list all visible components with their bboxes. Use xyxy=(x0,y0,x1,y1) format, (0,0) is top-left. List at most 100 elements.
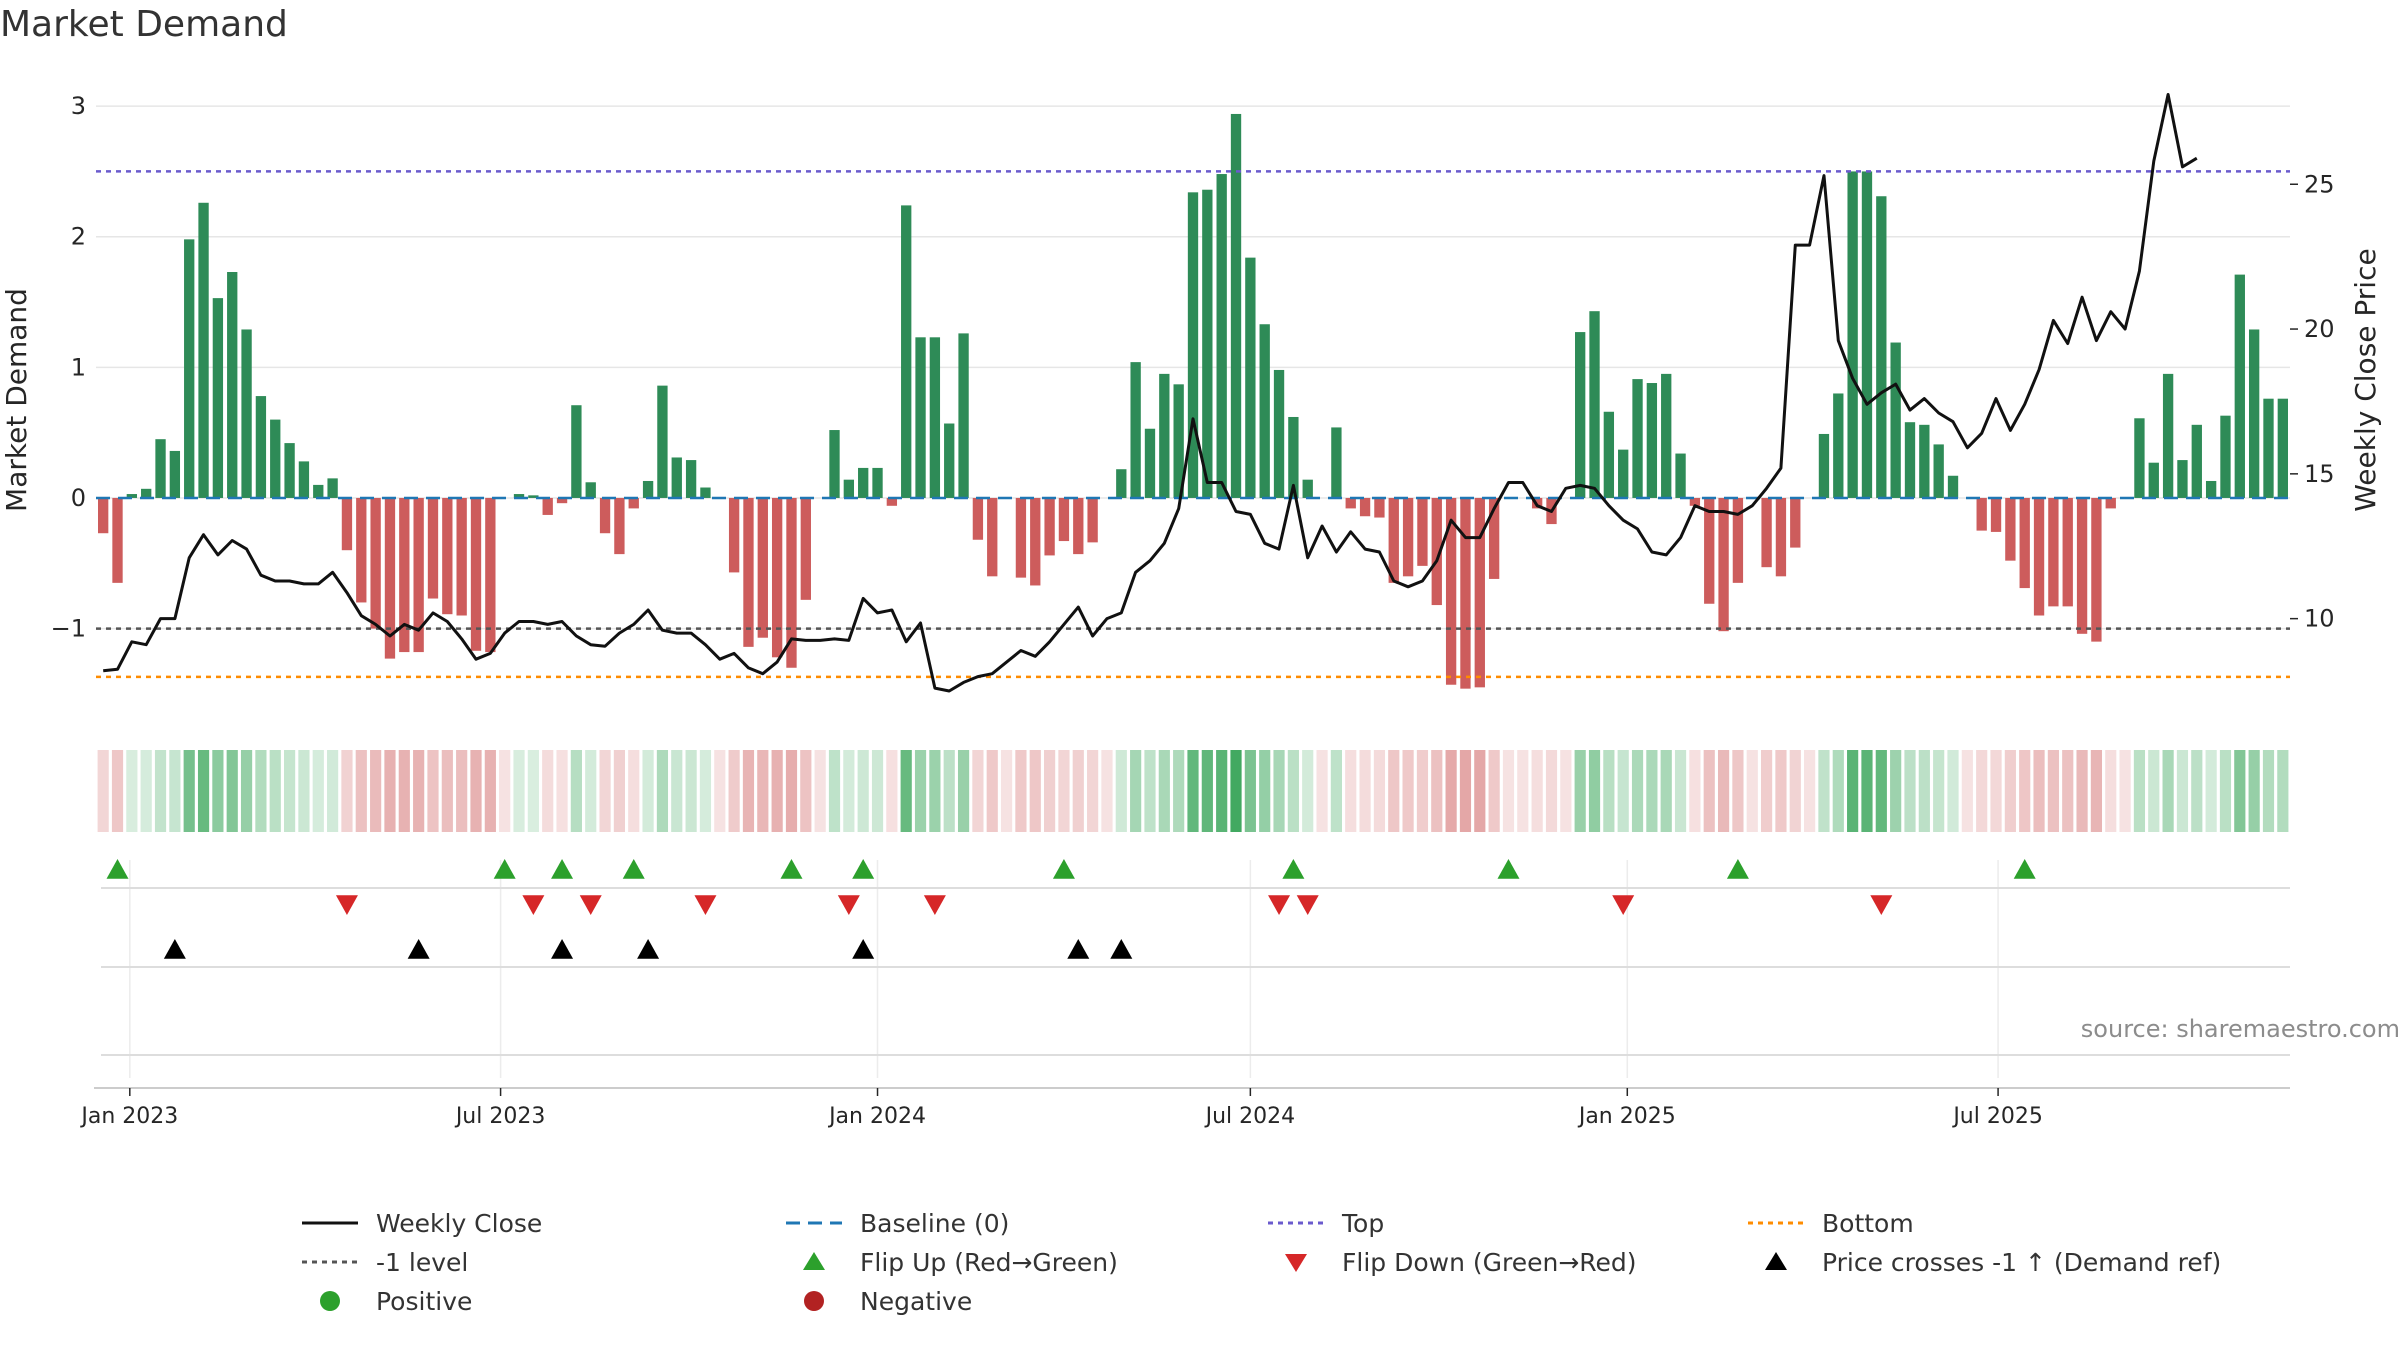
y-tick-label: 0 xyxy=(71,484,86,512)
demand-bar xyxy=(958,333,969,498)
demand-bar xyxy=(1073,497,1084,555)
demand-bar xyxy=(2076,497,2088,634)
heat-cell xyxy=(413,750,425,832)
flip-up-marker xyxy=(106,859,129,879)
demand-bar xyxy=(1345,497,1356,509)
heat-cell xyxy=(2277,750,2289,832)
flip-up-marker xyxy=(852,859,875,879)
heat-cell xyxy=(2004,750,2016,832)
demand-bar xyxy=(628,497,639,509)
demand-bar xyxy=(1904,422,1916,498)
legend-label: Negative xyxy=(860,1286,973,1316)
demand-bar xyxy=(1761,497,1772,568)
demand-bar xyxy=(2134,418,2145,498)
source-label: source: sharemaestro.com xyxy=(2080,1015,2400,1043)
demand-bar xyxy=(1833,393,1844,498)
heat-cell xyxy=(972,750,984,832)
demand-bar xyxy=(255,396,267,498)
x-tick-label: Jul 2024 xyxy=(1204,1104,1296,1129)
demand-bar xyxy=(1202,189,1213,498)
legend-symbol xyxy=(784,1247,844,1277)
demand-bar xyxy=(298,461,310,498)
legend-symbol xyxy=(300,1286,360,1316)
legend-item: Weekly Close xyxy=(300,1208,542,1238)
heat-cell xyxy=(2019,750,2031,832)
flip-up-marker xyxy=(551,859,574,879)
heat-cell xyxy=(599,750,611,832)
heat-cell xyxy=(355,750,367,832)
heat-cell xyxy=(212,750,224,832)
flip-down-marker xyxy=(1870,895,1893,915)
demand-bar xyxy=(2048,497,2059,607)
y2-axis-label: Weekly Close Price xyxy=(2349,248,2382,511)
heat-cell xyxy=(169,750,181,832)
legend-label: Flip Down (Green→Red) xyxy=(1342,1247,1637,1277)
heat-cell xyxy=(226,750,238,832)
legend-label: -1 level xyxy=(376,1247,469,1277)
legend-label: Top xyxy=(1342,1208,1385,1238)
y-tick-label: 1 xyxy=(71,353,86,381)
flip-down-marker xyxy=(335,895,358,915)
demand-bar xyxy=(184,239,195,498)
heat-cell xyxy=(1216,750,1228,832)
price-cross-marker xyxy=(1067,939,1090,959)
demand-bar xyxy=(1359,497,1371,517)
flip-down-marker xyxy=(837,895,860,915)
demand-bar xyxy=(1689,497,1701,506)
demand-bar xyxy=(2033,497,2045,616)
heat-cell xyxy=(2248,750,2260,832)
demand-bar xyxy=(571,405,582,498)
demand-bar xyxy=(1933,444,1944,498)
demand-bar xyxy=(2005,497,2016,561)
heat-cell xyxy=(183,750,195,832)
demand-bar xyxy=(1790,497,1801,548)
demand-bar xyxy=(1675,453,1686,498)
legend-item: Bottom xyxy=(1746,1208,1914,1238)
heat-cell xyxy=(269,750,281,832)
heat-cell xyxy=(240,750,253,832)
x-tick-label: Jan 2025 xyxy=(1577,1104,1676,1129)
demand-bar xyxy=(1230,113,1242,498)
flip-up-marker xyxy=(780,859,803,879)
heat-cell xyxy=(957,750,970,832)
heat-cell xyxy=(499,750,511,832)
heat-cell xyxy=(1402,750,1414,832)
y-tick-label: 2 xyxy=(71,223,86,251)
heat-cell xyxy=(154,750,167,832)
demand-bar xyxy=(1245,257,1256,498)
heat-cell xyxy=(398,750,410,832)
heat-cell xyxy=(1287,750,1299,832)
legend-symbol xyxy=(1266,1208,1326,1238)
heat-cell xyxy=(111,750,124,832)
heat-cell xyxy=(1789,750,1801,832)
x-tick-label: Jul 2023 xyxy=(454,1104,546,1129)
y-tick-label: −1 xyxy=(51,615,86,643)
heat-cell xyxy=(1316,750,1328,832)
demand-bar xyxy=(1173,384,1184,498)
heat-cell xyxy=(1674,750,1687,832)
demand-bar xyxy=(1331,427,1342,498)
heat-cell xyxy=(1603,750,1615,832)
heat-cell xyxy=(2191,750,2203,832)
heat-cell xyxy=(1230,750,1242,832)
heat-cell xyxy=(1933,750,1945,832)
legend-item: Flip Down (Green→Red) xyxy=(1266,1247,1637,1277)
heat-cell xyxy=(1044,750,1056,832)
demand-bar xyxy=(1130,362,1141,498)
flip-down-marker xyxy=(579,895,602,915)
demand-bar xyxy=(485,497,496,653)
demand-bar xyxy=(700,487,711,498)
legend-item: -1 level xyxy=(300,1247,468,1277)
demand-bar xyxy=(399,497,410,653)
heat-cell xyxy=(1459,750,1472,832)
demand-bar xyxy=(327,478,338,498)
demand-bar xyxy=(872,467,883,498)
heat-cell xyxy=(1574,750,1586,832)
demand-bar xyxy=(929,337,941,498)
demand-bar xyxy=(1488,497,1500,579)
legend-item: Flip Up (Red→Green) xyxy=(784,1247,1118,1277)
demand-bar xyxy=(2191,424,2202,498)
demand-bar xyxy=(1273,369,1285,498)
heat-cell xyxy=(1345,750,1357,832)
demand-bar xyxy=(1058,497,1070,542)
